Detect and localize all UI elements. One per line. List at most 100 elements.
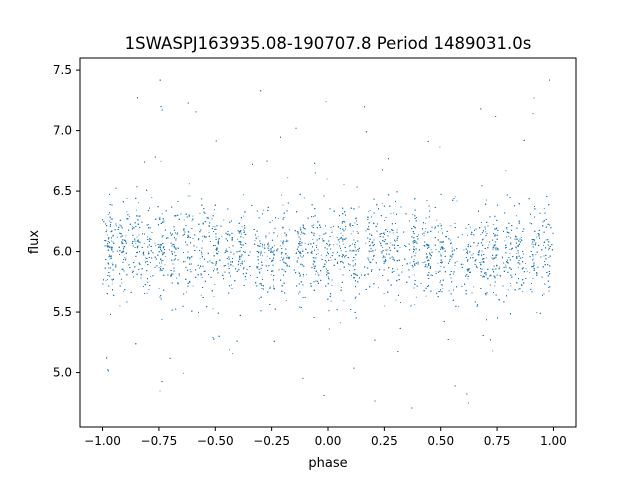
data-point (174, 255, 176, 257)
data-point (280, 194, 282, 196)
data-point (315, 245, 317, 247)
data-point (327, 243, 328, 245)
data-point (270, 250, 272, 252)
data-point (535, 254, 537, 256)
data-point (510, 244, 512, 246)
data-point (326, 271, 328, 273)
data-point (279, 260, 281, 261)
data-point (159, 390, 161, 392)
data-point (472, 234, 474, 235)
data-point (509, 283, 511, 284)
data-point (532, 258, 534, 260)
data-point (348, 246, 350, 248)
data-point (281, 256, 282, 258)
data-point (478, 251, 480, 253)
data-point (510, 285, 512, 287)
data-point (300, 244, 302, 246)
data-point (266, 255, 268, 257)
data-point (305, 274, 307, 276)
data-point (122, 246, 124, 248)
data-point (317, 248, 319, 250)
data-point (486, 257, 488, 259)
data-point (393, 212, 395, 214)
data-point (320, 254, 322, 256)
data-point (245, 211, 246, 213)
data-point (438, 291, 439, 293)
data-point (492, 350, 494, 352)
data-point (515, 215, 517, 217)
data-point (297, 234, 299, 236)
data-point (425, 228, 427, 229)
data-point (159, 245, 161, 247)
data-point (440, 284, 442, 286)
data-point (279, 245, 281, 247)
data-point (178, 275, 180, 277)
data-point (227, 251, 228, 252)
data-point (426, 244, 428, 246)
data-point (354, 264, 356, 266)
data-point (399, 246, 401, 248)
data-point (264, 252, 266, 254)
data-point (109, 258, 111, 260)
data-point (508, 236, 510, 237)
data-point (232, 265, 234, 267)
data-point (501, 256, 503, 258)
data-point (151, 197, 153, 198)
data-point (329, 257, 331, 259)
data-point (536, 311, 538, 313)
data-point (452, 255, 454, 257)
data-point (287, 177, 289, 179)
data-point (458, 305, 460, 307)
data-point (170, 274, 172, 276)
data-point (241, 260, 243, 262)
data-point (548, 249, 550, 251)
data-point (183, 372, 185, 374)
data-point (350, 233, 352, 235)
data-point (111, 246, 113, 248)
data-point (272, 259, 274, 261)
data-point (146, 281, 148, 283)
data-point (498, 266, 500, 268)
data-point (201, 235, 203, 237)
data-point (228, 265, 230, 267)
data-point (270, 274, 272, 276)
data-point (372, 258, 374, 260)
data-point (507, 289, 509, 291)
data-point (244, 230, 246, 232)
data-point (304, 242, 306, 244)
data-point (132, 226, 134, 228)
data-point (282, 226, 284, 228)
data-point (364, 274, 366, 275)
data-point (339, 322, 341, 324)
data-point (395, 240, 396, 242)
data-point (243, 215, 245, 217)
data-point (214, 226, 216, 228)
data-point (413, 274, 415, 276)
data-point (456, 200, 458, 202)
data-point (201, 277, 203, 278)
data-point (439, 223, 441, 225)
data-point (316, 254, 317, 255)
data-point (196, 246, 198, 248)
data-point (202, 240, 203, 242)
data-point (138, 202, 140, 204)
data-point (441, 245, 443, 247)
data-point (326, 178, 328, 180)
data-point (413, 259, 415, 261)
data-point (472, 253, 474, 255)
data-point (147, 236, 149, 238)
data-point (529, 272, 531, 274)
data-point (339, 238, 341, 240)
data-point (138, 234, 140, 236)
data-point (135, 243, 137, 245)
data-point (340, 287, 342, 288)
data-point (299, 276, 301, 277)
data-point (355, 273, 356, 275)
data-point (522, 290, 524, 292)
data-point (426, 245, 428, 247)
data-point (187, 195, 189, 197)
data-point (450, 225, 452, 227)
data-point (176, 277, 178, 279)
data-point (477, 254, 479, 256)
data-point (111, 283, 113, 285)
